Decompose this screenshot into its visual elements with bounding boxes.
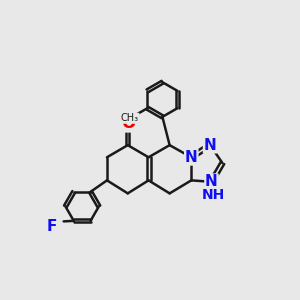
Text: N: N: [185, 150, 198, 165]
Text: N: N: [205, 174, 218, 189]
Text: O: O: [121, 114, 135, 132]
Text: CH₃: CH₃: [121, 113, 139, 123]
Text: NH: NH: [202, 188, 225, 202]
Text: N: N: [204, 138, 216, 153]
Text: F: F: [47, 219, 57, 234]
